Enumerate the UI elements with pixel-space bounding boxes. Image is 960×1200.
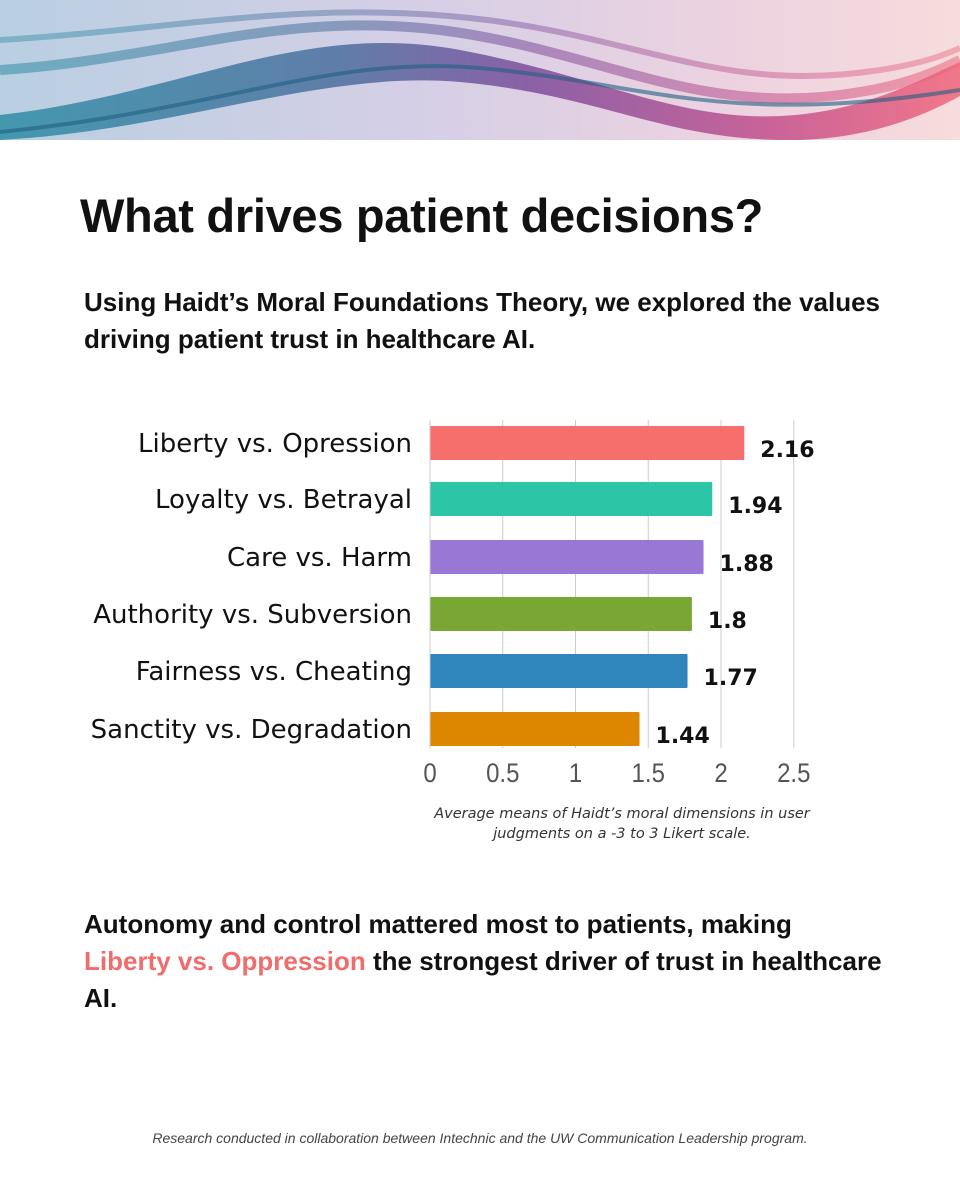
value-label-0: 2.16: [760, 438, 814, 463]
x-tick-label-2: 1: [569, 759, 582, 788]
moral-foundations-bar-chart: Liberty vs. Opression 2.16 Loyalty vs. Bet…: [91, 420, 815, 842]
x-tick-label-5: 2.5: [777, 759, 810, 788]
conclusion-text: Autonomy and control mattered most to pa…: [84, 906, 884, 1017]
category-label-4: Fairness vs. Cheating: [136, 657, 412, 687]
category-label-3: Authority vs. Subversion: [93, 600, 412, 630]
value-label-4: 1.77: [704, 666, 758, 691]
category-label-1: Loyalty vs. Betrayal: [155, 485, 412, 515]
value-label-5: 1.44: [656, 724, 710, 749]
bar-1: [430, 482, 713, 516]
x-tick-label-1: 0.5: [486, 759, 519, 788]
bar-5: [430, 712, 640, 746]
conclusion-start: Autonomy and control mattered most to pa…: [84, 909, 792, 939]
category-label-2: Care vs. Harm: [227, 543, 412, 573]
chart-caption-line-1: Average means of Haidt’s moral dimension…: [433, 806, 811, 822]
category-label-0: Liberty vs. Opression: [138, 429, 412, 459]
x-tick-label-3: 1.5: [632, 759, 665, 788]
page-title: What drives patient decisions?: [80, 189, 764, 242]
bar-0: [430, 426, 745, 460]
footer-credit: Research conducted in collaboration betw…: [152, 1130, 808, 1146]
page-subtitle: Using Haidt’s Moral Foundations Theory, …: [84, 287, 881, 354]
x-tick-label-0: 0: [423, 759, 436, 788]
conclusion-highlight: Liberty vs. Oppression: [84, 946, 366, 976]
conclusion-end: the strongest driver of trust in healthc…: [84, 946, 882, 1013]
bar-2: [430, 540, 704, 574]
header-banner-image: [0, 0, 960, 140]
value-label-2: 1.88: [720, 552, 774, 577]
value-label-1: 1.94: [728, 494, 782, 519]
bar-3: [430, 597, 692, 631]
chart-caption-line-2: judgments on a -3 to 3 Likert scale.: [491, 826, 751, 842]
value-label-3: 1.8: [708, 609, 747, 634]
bar-4: [430, 654, 688, 688]
category-label-5: Sanctity vs. Degradation: [91, 715, 412, 745]
x-tick-label-4: 2: [714, 759, 727, 788]
